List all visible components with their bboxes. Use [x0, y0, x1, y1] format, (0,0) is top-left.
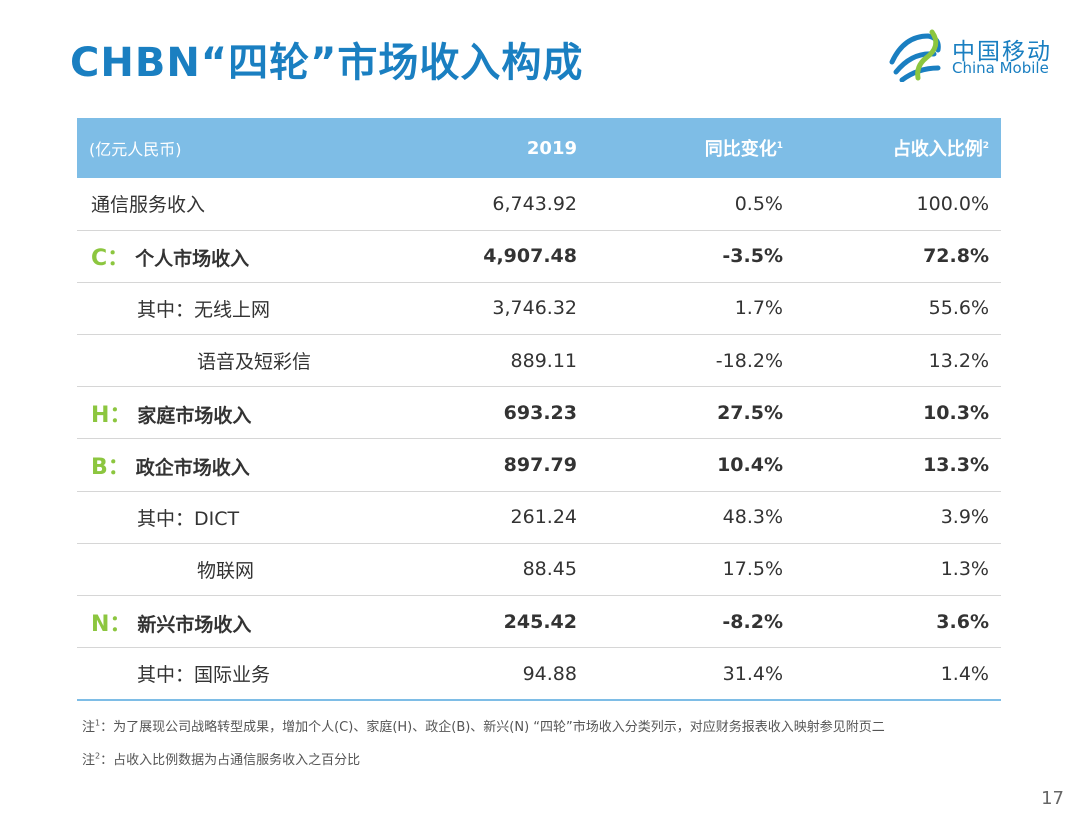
- segment-letter: B：: [91, 455, 130, 481]
- row-label: 家庭市场收入: [137, 404, 252, 427]
- row-label: 物联网: [197, 559, 255, 582]
- row-value: 889.11: [510, 349, 577, 372]
- header-share: 占收入比例2: [795, 118, 1001, 178]
- row-label-cell: H： 家庭市场收入: [77, 387, 407, 439]
- row-share: 72.8%: [923, 245, 989, 268]
- footnote-1: 注1：为了展现公司战略转型成果，增加个人(C)、家庭(H)、政企(B)、新兴(N…: [82, 716, 885, 735]
- row-share: 3.9%: [940, 506, 989, 529]
- row-yoy: 10.4%: [717, 454, 783, 477]
- row-share: 10.3%: [923, 401, 989, 424]
- header-share-label: 占收入比例: [892, 139, 983, 160]
- row-value: 6,743.92: [492, 192, 577, 215]
- row-share: 100.0%: [916, 192, 989, 215]
- row-yoy: -18.2%: [715, 349, 783, 372]
- row-yoy: 1.7%: [734, 297, 783, 320]
- revenue-table: (亿元人民币) 2019 同比变化1 占收入比例2 通信服务收入 6,743.9…: [77, 118, 1001, 701]
- footnote-1-text: ：为了展现公司战略转型成果，增加个人(C)、家庭(H)、政企(B)、新兴(N) …: [100, 720, 885, 735]
- footnote-2-number: 2: [95, 751, 101, 761]
- header-year: 2019: [526, 137, 577, 159]
- segment-letter: C：: [91, 246, 130, 272]
- logo-chinese-text: 中国移动: [952, 39, 1052, 65]
- row-yoy: 17.5%: [722, 558, 783, 581]
- row-label: 个人市场收入: [135, 248, 250, 271]
- row-yoy: 0.5%: [734, 192, 783, 215]
- row-share: 3.6%: [936, 610, 989, 633]
- china-mobile-logo-icon: [889, 29, 941, 82]
- footnote-2-text: ：占收入比例数据为占通信服务收入之百分比: [100, 753, 361, 768]
- table-row: C： 个人市场收入 4,907.48 -3.5% 72.8%: [77, 230, 1001, 283]
- row-label: 政企市场收入: [135, 457, 250, 480]
- logo-english-text: China Mobile: [952, 59, 1049, 77]
- table-row: N： 新兴市场收入 245.42 -8.2% 3.6%: [77, 596, 1001, 648]
- row-share: 55.6%: [928, 297, 989, 320]
- row-value: 88.45: [522, 558, 577, 581]
- row-label-cell: C： 个人市场收入: [77, 230, 407, 282]
- row-label: 通信服务收入: [91, 194, 206, 217]
- footnote-1-prefix: 注: [82, 720, 96, 735]
- row-label: 其中：DICT: [137, 507, 240, 530]
- page-title: CHBN“四轮”市场收入构成: [70, 40, 584, 86]
- row-value: 3,746.32: [492, 297, 577, 320]
- table-row: 其中：国际业务 94.88 31.4% 1.4%: [77, 648, 1001, 700]
- header-unit: (亿元人民币): [89, 140, 182, 159]
- table-row: 其中：DICT 261.24 48.3% 3.9%: [77, 491, 1001, 544]
- table-row: H： 家庭市场收入 693.23 27.5% 10.3%: [77, 387, 1001, 439]
- header-yoy-footnote: 1: [776, 141, 783, 151]
- china-mobile-logo: 中国移动 China Mobile: [888, 26, 1063, 86]
- row-value: 245.42: [503, 610, 577, 633]
- row-share: 1.4%: [940, 662, 989, 685]
- row-value: 897.79: [503, 454, 577, 477]
- row-value: 4,907.48: [483, 245, 577, 268]
- row-share: 13.3%: [923, 454, 989, 477]
- row-yoy: 31.4%: [722, 662, 783, 685]
- row-label-cell: N： 新兴市场收入: [77, 596, 407, 648]
- row-yoy: 27.5%: [717, 401, 783, 424]
- row-yoy: 48.3%: [722, 506, 783, 529]
- row-label-cell: B： 政企市场收入: [77, 439, 407, 491]
- footnotes: 注1：为了展现公司战略转型成果，增加个人(C)、家庭(H)、政企(B)、新兴(N…: [82, 716, 885, 782]
- row-label: 新兴市场收入: [137, 613, 252, 636]
- header-share-footnote: 2: [982, 141, 989, 151]
- table-row: B： 政企市场收入 897.79 10.4% 13.3%: [77, 439, 1001, 492]
- row-label: 其中：国际业务: [137, 664, 271, 687]
- segment-letter: N：: [91, 611, 132, 637]
- table-row: 物联网 88.45 17.5% 1.3%: [77, 543, 1001, 596]
- row-label: 其中：无线上网: [137, 298, 271, 321]
- row-share: 13.2%: [928, 349, 989, 372]
- footnote-1-number: 1: [95, 718, 101, 728]
- table-row: 语音及短彩信 889.11 -18.2% 13.2%: [77, 335, 1001, 387]
- row-value: 94.88: [522, 662, 577, 685]
- row-share: 1.3%: [940, 558, 989, 581]
- header-yoy-label: 同比变化: [704, 139, 777, 160]
- table-row: 通信服务收入 6,743.92 0.5% 100.0%: [77, 178, 1001, 231]
- row-value: 261.24: [510, 506, 577, 529]
- row-yoy: -3.5%: [722, 245, 783, 268]
- row-value: 693.23: [503, 401, 577, 424]
- table-row: 其中：无线上网 3,746.32 1.7% 55.6%: [77, 282, 1001, 335]
- segment-letter: H：: [91, 402, 132, 428]
- row-yoy: -8.2%: [722, 610, 783, 633]
- table-header-row: (亿元人民币) 2019 同比变化1 占收入比例2: [77, 118, 1001, 178]
- footnote-2-prefix: 注: [82, 753, 96, 768]
- footnote-2: 注2：占收入比例数据为占通信服务收入之百分比: [82, 749, 885, 768]
- row-label: 语音及短彩信: [197, 351, 312, 374]
- page-number: 17: [1041, 788, 1064, 809]
- header-yoy: 同比变化1: [589, 118, 795, 178]
